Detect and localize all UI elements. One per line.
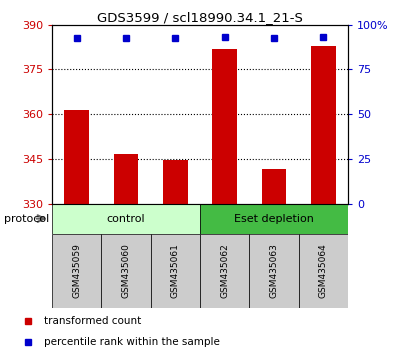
Bar — [299, 234, 348, 308]
Text: GSM435064: GSM435064 — [319, 244, 328, 298]
Text: protocol: protocol — [4, 213, 49, 224]
Bar — [200, 204, 348, 234]
Title: GDS3599 / scl18990.34.1_21-S: GDS3599 / scl18990.34.1_21-S — [97, 11, 303, 24]
Text: Eset depletion: Eset depletion — [234, 213, 314, 224]
Text: control: control — [107, 213, 145, 224]
Text: GSM435060: GSM435060 — [122, 243, 130, 298]
Text: GSM435062: GSM435062 — [220, 244, 229, 298]
Bar — [212, 48, 237, 204]
Bar — [311, 46, 336, 204]
Bar — [52, 234, 101, 308]
Bar — [101, 234, 151, 308]
Bar — [249, 234, 299, 308]
Text: GSM435059: GSM435059 — [72, 243, 81, 298]
Bar — [64, 110, 89, 204]
Bar — [114, 154, 138, 204]
Text: percentile rank within the sample: percentile rank within the sample — [44, 337, 220, 348]
Bar — [163, 160, 188, 204]
Bar — [52, 204, 200, 234]
Text: GSM435061: GSM435061 — [171, 243, 180, 298]
Bar — [262, 169, 286, 204]
Text: transformed count: transformed count — [44, 316, 141, 326]
Bar — [151, 234, 200, 308]
Text: GSM435063: GSM435063 — [270, 243, 278, 298]
Bar — [200, 234, 249, 308]
